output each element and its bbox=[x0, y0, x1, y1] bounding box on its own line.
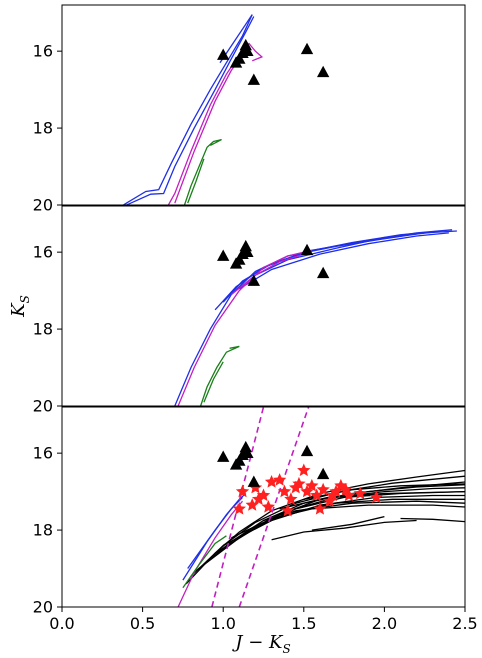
isochrone-curve-blue bbox=[214, 230, 441, 311]
red-star-point bbox=[264, 475, 279, 488]
black-triangle-point bbox=[241, 44, 254, 57]
isochrone-curve-blue bbox=[126, 16, 255, 205]
isochrone-curve-black bbox=[222, 494, 465, 547]
black-triangle-point bbox=[233, 52, 246, 64]
y-tick-label: 18 bbox=[33, 320, 53, 339]
red-star-point bbox=[235, 484, 250, 498]
isochrone-curve-blue bbox=[187, 496, 243, 569]
black-triangle-point bbox=[300, 444, 314, 457]
red-star-point bbox=[310, 488, 324, 502]
x-tick-label: 2.5 bbox=[452, 614, 477, 633]
panel-top bbox=[61, 4, 466, 206]
isochrone-curve-green bbox=[199, 345, 240, 406]
black-triangle-point bbox=[217, 450, 230, 462]
isochrone-curve-blue bbox=[230, 231, 433, 296]
x-tick-label: 1.5 bbox=[291, 614, 316, 633]
panel-middle bbox=[61, 205, 466, 407]
red-star-point bbox=[353, 486, 367, 500]
reddening-vector-line bbox=[238, 407, 310, 607]
isochrone-curve-green bbox=[183, 138, 222, 205]
red-star-point bbox=[300, 484, 314, 498]
black-triangle-point bbox=[233, 253, 246, 265]
red-star-point bbox=[339, 482, 353, 496]
isochrone-curve-green bbox=[182, 535, 227, 589]
panel-top-frame bbox=[61, 4, 466, 206]
black-triangle-point bbox=[316, 266, 330, 279]
panel-middle-frame bbox=[61, 205, 466, 407]
isochrone-curve-blue bbox=[219, 14, 253, 64]
y-tick-label: 18 bbox=[33, 521, 53, 540]
isochrone-curve-blue bbox=[122, 14, 253, 205]
isochrone-curve-magenta bbox=[177, 249, 313, 406]
black-triangle-point bbox=[300, 243, 314, 256]
isochrone-curve-black bbox=[400, 517, 465, 523]
black-triangle-point bbox=[233, 454, 246, 466]
black-triangle-point bbox=[316, 467, 330, 480]
black-triangle-point bbox=[217, 249, 230, 261]
black-triangle-point bbox=[217, 48, 230, 60]
black-triangle-point bbox=[247, 73, 261, 85]
isochrone-curve-blue bbox=[238, 232, 449, 290]
red-star-point bbox=[326, 488, 340, 502]
red-star-point bbox=[261, 500, 275, 513]
isochrone-curve-magenta bbox=[177, 500, 244, 607]
y-tick-label: 20 bbox=[33, 196, 53, 215]
x-tick-label: 1.0 bbox=[210, 614, 235, 633]
isochrone-curve-black bbox=[263, 504, 465, 522]
isochrone-curve-magenta bbox=[167, 42, 264, 205]
isochrone-curve-black bbox=[311, 515, 385, 531]
black-triangle-point bbox=[247, 475, 261, 487]
y-tick-label: 20 bbox=[33, 397, 53, 416]
isochrone-curve-blue bbox=[222, 229, 453, 303]
black-triangle-point bbox=[300, 42, 314, 55]
red-star-point bbox=[232, 501, 246, 515]
isochrone-curve-green bbox=[187, 158, 205, 204]
red-star-point bbox=[284, 492, 298, 505]
red-star-point bbox=[252, 492, 266, 505]
red-star-point bbox=[277, 484, 292, 498]
red-star-point bbox=[248, 480, 263, 494]
y-tick-label: 16 bbox=[33, 444, 53, 463]
red-star-point bbox=[281, 503, 295, 517]
isochrone-curve-blue bbox=[174, 230, 457, 406]
x-tick-label: 0.0 bbox=[49, 614, 74, 633]
x-tick-label: 0.5 bbox=[130, 614, 155, 633]
y-tick-label: 16 bbox=[33, 42, 53, 61]
red-star-point bbox=[289, 480, 303, 494]
isochrone-curve-black bbox=[271, 519, 417, 541]
x-tick-label: 2.0 bbox=[372, 614, 397, 633]
isochrone-curve-black bbox=[231, 498, 465, 539]
isochrone-curve-magenta bbox=[230, 253, 304, 296]
red-star-point bbox=[313, 501, 327, 515]
y-tick-label: 16 bbox=[33, 243, 53, 262]
panel-bottom bbox=[61, 406, 466, 608]
red-star-point bbox=[297, 463, 311, 477]
y-axis-label: KS bbox=[8, 295, 32, 318]
black-triangle-point bbox=[241, 446, 254, 459]
isochrone-curve-black bbox=[279, 490, 465, 510]
isochrone-curve-green bbox=[203, 361, 224, 403]
black-triangle-point bbox=[247, 274, 261, 286]
black-triangle-point bbox=[316, 65, 330, 78]
red-star-point bbox=[316, 482, 330, 496]
red-star-point bbox=[245, 498, 259, 511]
x-axis-label: J − KS bbox=[231, 632, 290, 656]
red-star-point bbox=[272, 473, 287, 486]
red-star-point bbox=[369, 490, 383, 504]
panel-bottom-frame bbox=[61, 406, 466, 608]
black-triangle-point bbox=[241, 245, 254, 258]
y-tick-label: 20 bbox=[33, 598, 53, 617]
y-tick-label: 18 bbox=[33, 119, 53, 138]
isochrone-curve-magenta bbox=[174, 54, 244, 204]
